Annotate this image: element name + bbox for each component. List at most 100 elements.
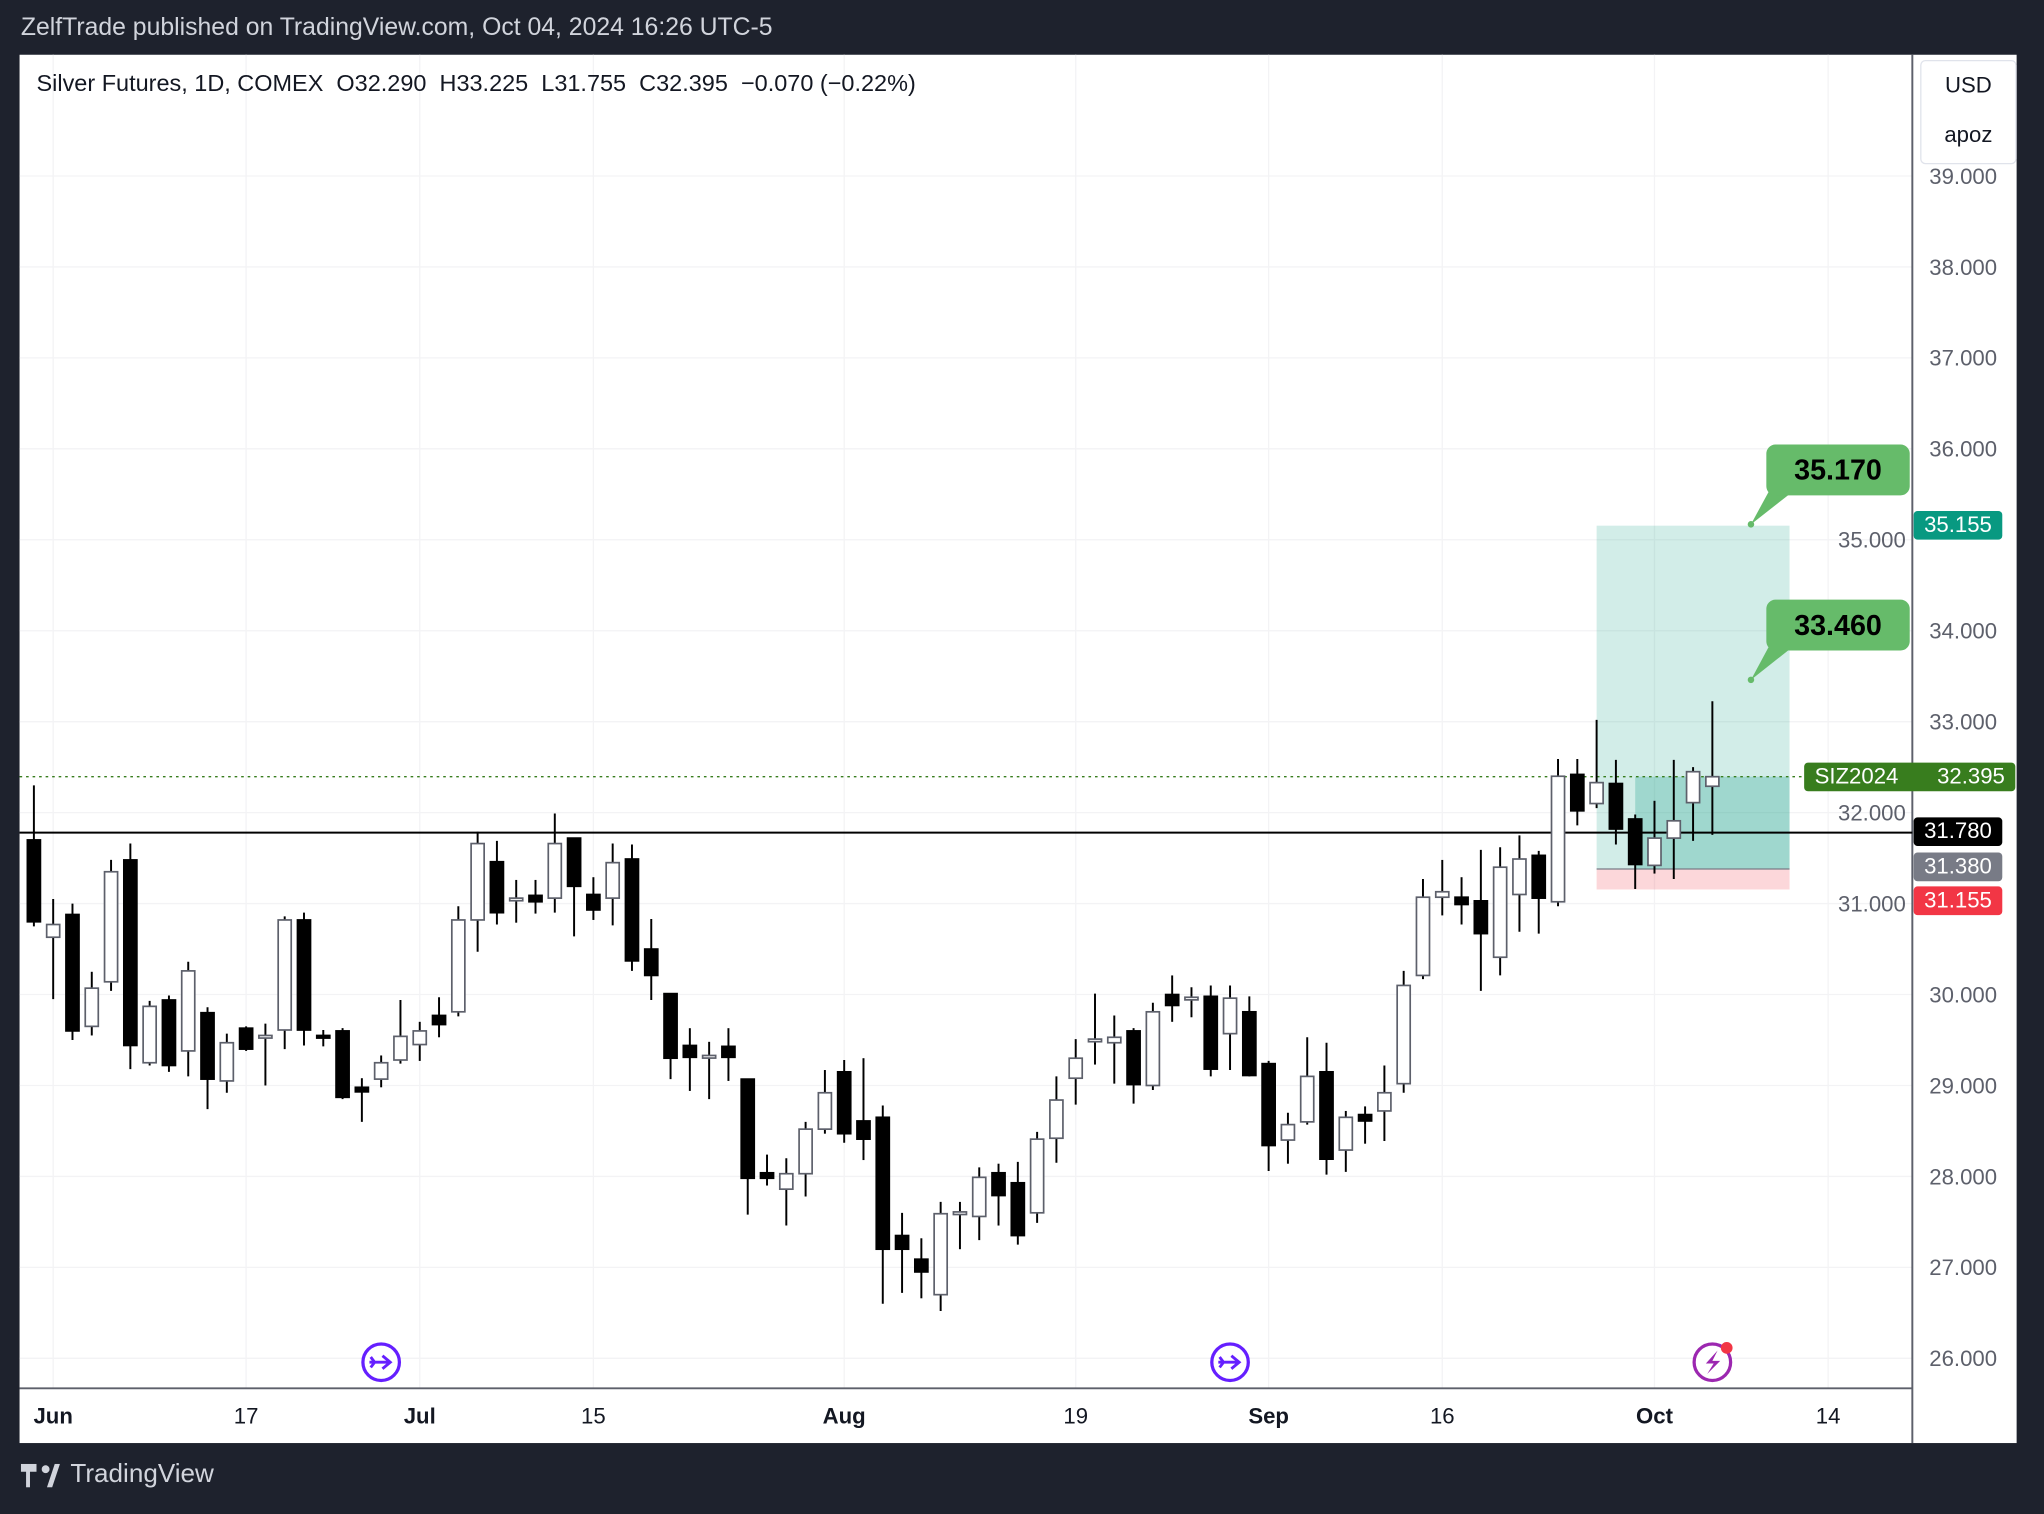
candle <box>373 1055 389 1088</box>
candle-body-up <box>1338 1116 1354 1151</box>
candle-body-down <box>431 1014 447 1026</box>
candle-body-up <box>1685 770 1701 804</box>
candle-body-up <box>1377 1091 1392 1112</box>
candle-body-up <box>1049 1099 1064 1140</box>
price-axis-tick: 38.000 <box>1929 255 1997 280</box>
price-axis-tick: 36.000 <box>1929 437 1997 462</box>
candle-body-up <box>952 1211 968 1216</box>
candle <box>1627 814 1643 890</box>
candle-body-up <box>470 842 485 921</box>
arrow-glyph <box>1218 1354 1242 1370</box>
candle <box>450 906 466 1017</box>
candle <box>1299 1037 1315 1125</box>
candle-body-down <box>1569 773 1585 812</box>
candle-body-up <box>547 842 563 899</box>
candle <box>1434 859 1450 916</box>
symbol-code: SIZ2024 <box>1814 763 1899 789</box>
candle <box>1164 975 1180 1022</box>
candle-body-up <box>373 1061 389 1080</box>
arrow-glyph <box>369 1354 393 1370</box>
legend-low: L31.755 <box>541 70 627 97</box>
callout-anchor-dot <box>1747 521 1755 528</box>
time-axis-tick: 14 <box>1816 1403 1841 1428</box>
candle <box>1396 970 1412 1093</box>
candle-body-down <box>1357 1113 1373 1122</box>
candle <box>1608 759 1624 845</box>
price-axis-tick: 34.000 <box>1929 619 1997 644</box>
candle-body-up <box>84 987 100 1028</box>
candle-body-down <box>1164 993 1180 1007</box>
candle <box>1569 758 1585 826</box>
candle <box>933 1201 949 1312</box>
candle-body-down <box>1010 1181 1026 1237</box>
candle <box>894 1212 910 1293</box>
candle <box>1512 835 1527 932</box>
price-axis-tick: 32.000 <box>1838 800 1906 825</box>
candle-body-down <box>624 858 640 962</box>
time-axis-tick: 15 <box>581 1403 606 1428</box>
target-callout-2[interactable]: 33.460 <box>1766 599 1910 651</box>
target-callout-1[interactable]: 35.170 <box>1766 444 1910 496</box>
candle <box>971 1167 987 1241</box>
candle-body-up <box>1068 1057 1084 1080</box>
candle-body-down <box>238 1027 254 1050</box>
candle <box>489 840 505 925</box>
candle-body-up <box>180 970 196 1052</box>
candle <box>1454 877 1469 925</box>
candle <box>122 843 138 1070</box>
candle-body-up <box>393 1035 408 1061</box>
lightning-event-icon[interactable] <box>1692 1342 1733 1383</box>
legend-high: H33.225 <box>439 70 529 97</box>
symbol-legend: Silver Futures, 1D, COMEX O32.290 H33.22… <box>36 70 915 97</box>
last-price-label: SIZ2024 32.395 <box>1804 762 2016 792</box>
notification-dot <box>1720 1342 1733 1354</box>
candle <box>1203 985 1219 1077</box>
dividend-arrow-icon[interactable] <box>1210 1342 1250 1383</box>
candle-body-down <box>759 1171 775 1180</box>
candle-body-up <box>219 1041 235 1082</box>
candle-body-down <box>65 913 80 1032</box>
candle <box>836 1060 852 1143</box>
lightning-glyph <box>1705 1350 1721 1374</box>
candle <box>817 1070 833 1134</box>
candle <box>1550 758 1566 907</box>
currency-label[interactable]: USD <box>1944 72 1992 98</box>
candle-body-up <box>605 861 621 899</box>
price-axis-tick: 37.000 <box>1929 346 1997 371</box>
candle <box>1666 759 1682 880</box>
candle <box>643 919 659 1000</box>
legend-symbol[interactable]: Silver Futures, 1D, COMEX <box>36 70 324 97</box>
candle-body-up <box>1184 996 1199 1001</box>
scale-mode-label[interactable]: apoz <box>1944 122 1993 148</box>
dividend-arrow-icon[interactable] <box>361 1342 402 1383</box>
candle <box>1087 993 1103 1065</box>
candle-body-up <box>701 1054 717 1059</box>
candle <box>624 844 640 971</box>
candle-body-down <box>663 992 678 1060</box>
candle-body-down <box>1203 995 1219 1070</box>
candle-body-up <box>1647 837 1662 867</box>
price-axis-tick: 39.000 <box>1929 164 1997 189</box>
scale-unit-box[interactable]: USD apoz <box>1920 59 2017 165</box>
candle-body-up <box>1106 1036 1122 1044</box>
candle-body-down <box>682 1044 698 1059</box>
price-axis-tick: 27.000 <box>1929 1255 1997 1280</box>
candle <box>1184 987 1199 1018</box>
candle <box>875 1105 891 1304</box>
candle <box>1377 1065 1392 1141</box>
candle-body-down <box>836 1070 852 1135</box>
candle <box>1338 1110 1354 1172</box>
stop-price-label: 31.155 <box>1913 886 2003 916</box>
candle <box>1010 1161 1026 1245</box>
callout-anchor-dot <box>1747 676 1755 684</box>
candle-body-down <box>875 1116 891 1251</box>
candle <box>1126 1028 1141 1104</box>
price-axis-tick: 35.000 <box>1838 528 1906 553</box>
legend-open: O32.290 <box>336 70 427 97</box>
tradingview-logo-icon <box>20 1463 60 1487</box>
candle <box>1647 800 1662 874</box>
candle <box>335 1028 350 1100</box>
candle <box>586 877 601 920</box>
candle <box>45 899 61 1000</box>
